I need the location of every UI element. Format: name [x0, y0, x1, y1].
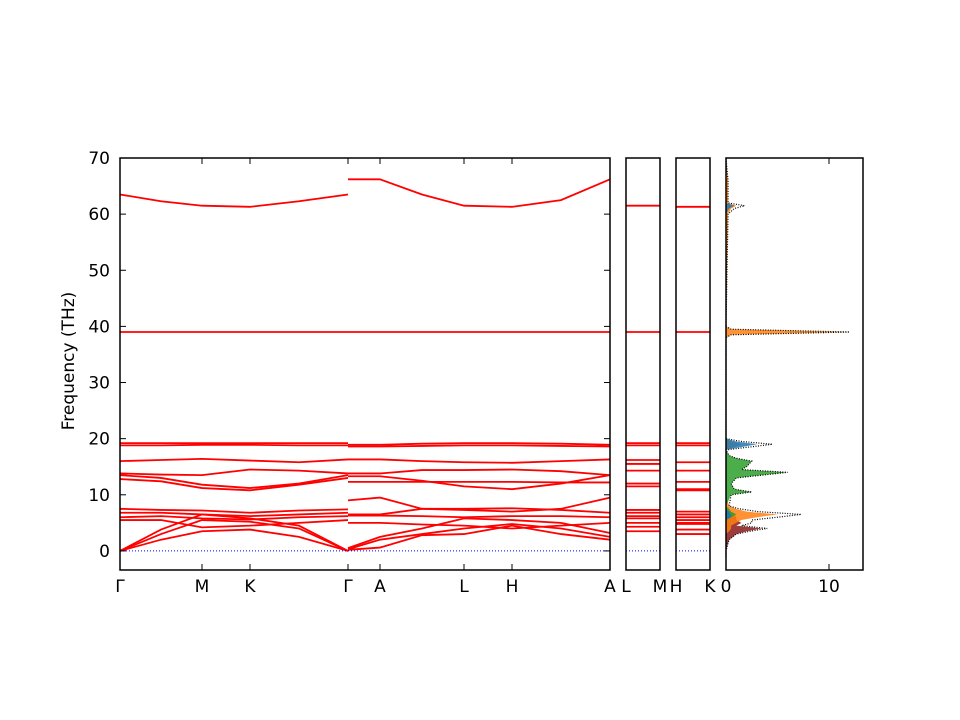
- band-line: [119, 528, 349, 552]
- band-line: [347, 496, 611, 513]
- x-tick-label: 0: [721, 577, 732, 597]
- band-line: [119, 513, 349, 552]
- dos-area: [726, 158, 757, 557]
- band-line: [348, 178, 611, 208]
- band-line: [348, 507, 611, 516]
- panel-frame: [725, 157, 864, 571]
- band-line: [120, 443, 348, 447]
- band-line: [348, 458, 611, 464]
- y-tick-label: 10: [88, 486, 110, 506]
- panel-frame: [675, 157, 711, 571]
- x-tick-label: A: [604, 577, 616, 597]
- band-line: [348, 521, 611, 530]
- x-tick-label: H: [670, 577, 683, 597]
- x-tick-label: L: [459, 577, 469, 597]
- dos-area: [726, 158, 850, 557]
- y-tick-label: 0: [99, 542, 110, 562]
- band-line: [348, 480, 610, 484]
- band-line: [347, 524, 611, 551]
- x-tick-label: Γ: [343, 577, 353, 597]
- y-tick-label: 40: [88, 317, 110, 337]
- band-line: [119, 193, 349, 208]
- dos-area: [726, 158, 763, 557]
- band-line: [348, 468, 611, 477]
- panel-frame: [625, 157, 661, 571]
- dos-area: [726, 158, 788, 557]
- y-tick-label: 70: [88, 149, 110, 169]
- y-tick-label: 30: [88, 374, 110, 394]
- x-tick-label: A: [374, 577, 386, 597]
- band-line: [119, 457, 349, 464]
- panel-frame: [119, 157, 611, 571]
- band-line: [348, 442, 611, 446]
- band-line: [347, 523, 611, 551]
- band-line: [119, 515, 349, 521]
- x-tick-label: Γ: [115, 577, 125, 597]
- band-line: [119, 477, 349, 492]
- x-tick-label: K: [244, 577, 256, 597]
- y-axis-label: Frequency (THz): [59, 292, 79, 431]
- band-line: [348, 514, 611, 519]
- band-line: [348, 444, 611, 448]
- band-line: [347, 517, 611, 549]
- x-tick-label: M: [653, 577, 668, 597]
- band-line: [119, 468, 349, 477]
- x-tick-label: 10: [818, 577, 840, 597]
- band-line: [119, 507, 349, 514]
- y-tick-label: 20: [88, 430, 110, 450]
- band-line: [119, 474, 349, 489]
- x-tick-label: L: [621, 577, 631, 597]
- x-tick-label: H: [506, 577, 519, 597]
- y-tick-label: 60: [88, 205, 110, 225]
- band-line: [120, 519, 349, 529]
- band-line: [119, 519, 349, 552]
- dos-total: [725, 157, 850, 557]
- y-tick-label: 50: [88, 261, 110, 281]
- x-tick-label: M: [195, 577, 210, 597]
- band-line: [120, 511, 349, 518]
- x-tick-label: K: [704, 577, 716, 597]
- band-line: [348, 474, 611, 491]
